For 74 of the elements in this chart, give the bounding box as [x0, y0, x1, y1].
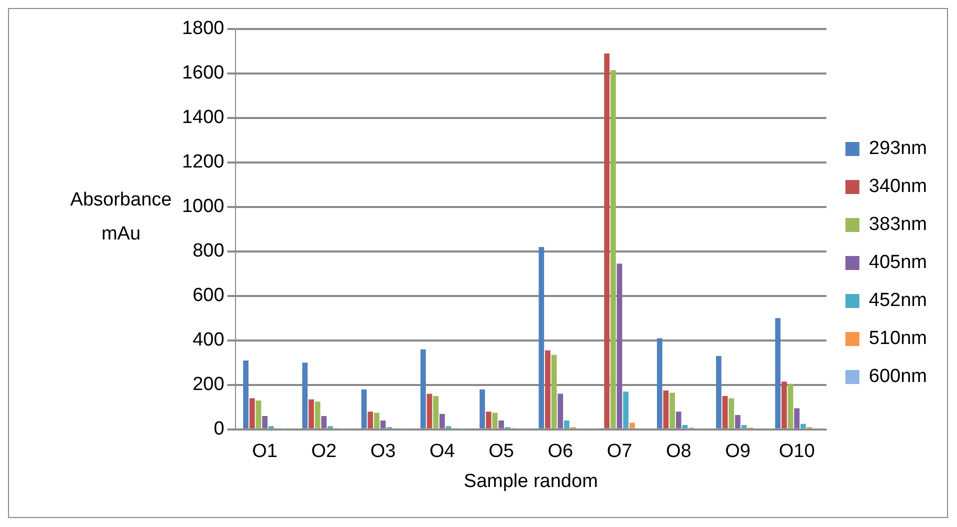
- bar: [249, 398, 255, 428]
- bar: [243, 360, 249, 428]
- bar: [426, 394, 432, 428]
- bar: [302, 362, 308, 428]
- bar: [616, 264, 622, 428]
- legend-label: 600nm: [868, 366, 928, 388]
- bar: [380, 420, 386, 428]
- y-tick-label: 0: [214, 418, 224, 440]
- x-tick-label: O2: [311, 441, 337, 462]
- bar: [794, 408, 800, 428]
- bar: [361, 389, 367, 428]
- bar: [670, 392, 675, 428]
- x-axis-title: Sample random: [464, 470, 598, 492]
- x-tick-label: O7: [606, 441, 632, 462]
- x-tick-label: O5: [488, 441, 514, 462]
- bar: [663, 390, 669, 428]
- bar: [420, 349, 426, 428]
- bar: [682, 424, 688, 428]
- bar: [256, 400, 262, 428]
- y-tick-label: 800: [192, 240, 224, 262]
- bar: [781, 382, 787, 428]
- bar: [788, 384, 794, 428]
- legend-label: 510nm: [868, 328, 928, 350]
- bar: [433, 396, 439, 428]
- bar: [741, 424, 747, 428]
- bar: [728, 398, 734, 428]
- bar: [480, 389, 485, 428]
- bar: [492, 412, 498, 428]
- legend-label: 340nm: [868, 176, 928, 198]
- bar: [558, 394, 564, 428]
- bar: [538, 246, 544, 428]
- bar: [498, 420, 504, 428]
- bar: [623, 392, 629, 428]
- bar: [368, 412, 374, 428]
- y-tick-label: 600: [192, 285, 224, 306]
- bar: [716, 356, 722, 428]
- bar: [722, 396, 728, 428]
- y-tick-label: 400: [192, 330, 224, 351]
- bar: [439, 414, 445, 428]
- y-tick-label: 1600: [182, 62, 224, 84]
- x-tick-label: O9: [725, 441, 750, 462]
- legend-label: 452nm: [868, 290, 928, 312]
- x-tick-label: O6: [548, 441, 574, 462]
- y-tick-label: 1200: [182, 152, 224, 173]
- x-tick-label: O10: [778, 441, 815, 462]
- x-tick-label: O4: [429, 441, 456, 462]
- bar: [775, 318, 781, 428]
- bar: [800, 424, 806, 428]
- bar: [604, 53, 610, 428]
- bar: [486, 412, 492, 428]
- legend-label: 383nm: [868, 214, 928, 236]
- legend-label: 293nm: [868, 138, 928, 160]
- bar: [610, 70, 616, 428]
- legend-label: 405nm: [868, 252, 928, 274]
- bar: [629, 422, 635, 428]
- bar: [676, 412, 682, 428]
- x-tick-label: O3: [370, 441, 396, 462]
- y-tick-label: 200: [192, 374, 224, 396]
- y-tick-label: 1000: [182, 196, 224, 218]
- x-tick-label: O8: [666, 441, 692, 462]
- bar: [545, 350, 550, 428]
- bar: [321, 416, 327, 428]
- y-axis-title: Absorbance mAu: [70, 189, 172, 244]
- bar: [314, 402, 320, 428]
- x-tick-label: O1: [252, 441, 278, 462]
- y-tick-label: 1400: [182, 107, 224, 128]
- bar: [564, 420, 570, 428]
- bar: [656, 338, 662, 428]
- bar: [308, 399, 314, 428]
- bar: [551, 354, 557, 428]
- bar: [374, 412, 380, 428]
- y-tick-label: 1800: [182, 18, 224, 40]
- bar: [262, 416, 268, 428]
- bar: [735, 414, 740, 428]
